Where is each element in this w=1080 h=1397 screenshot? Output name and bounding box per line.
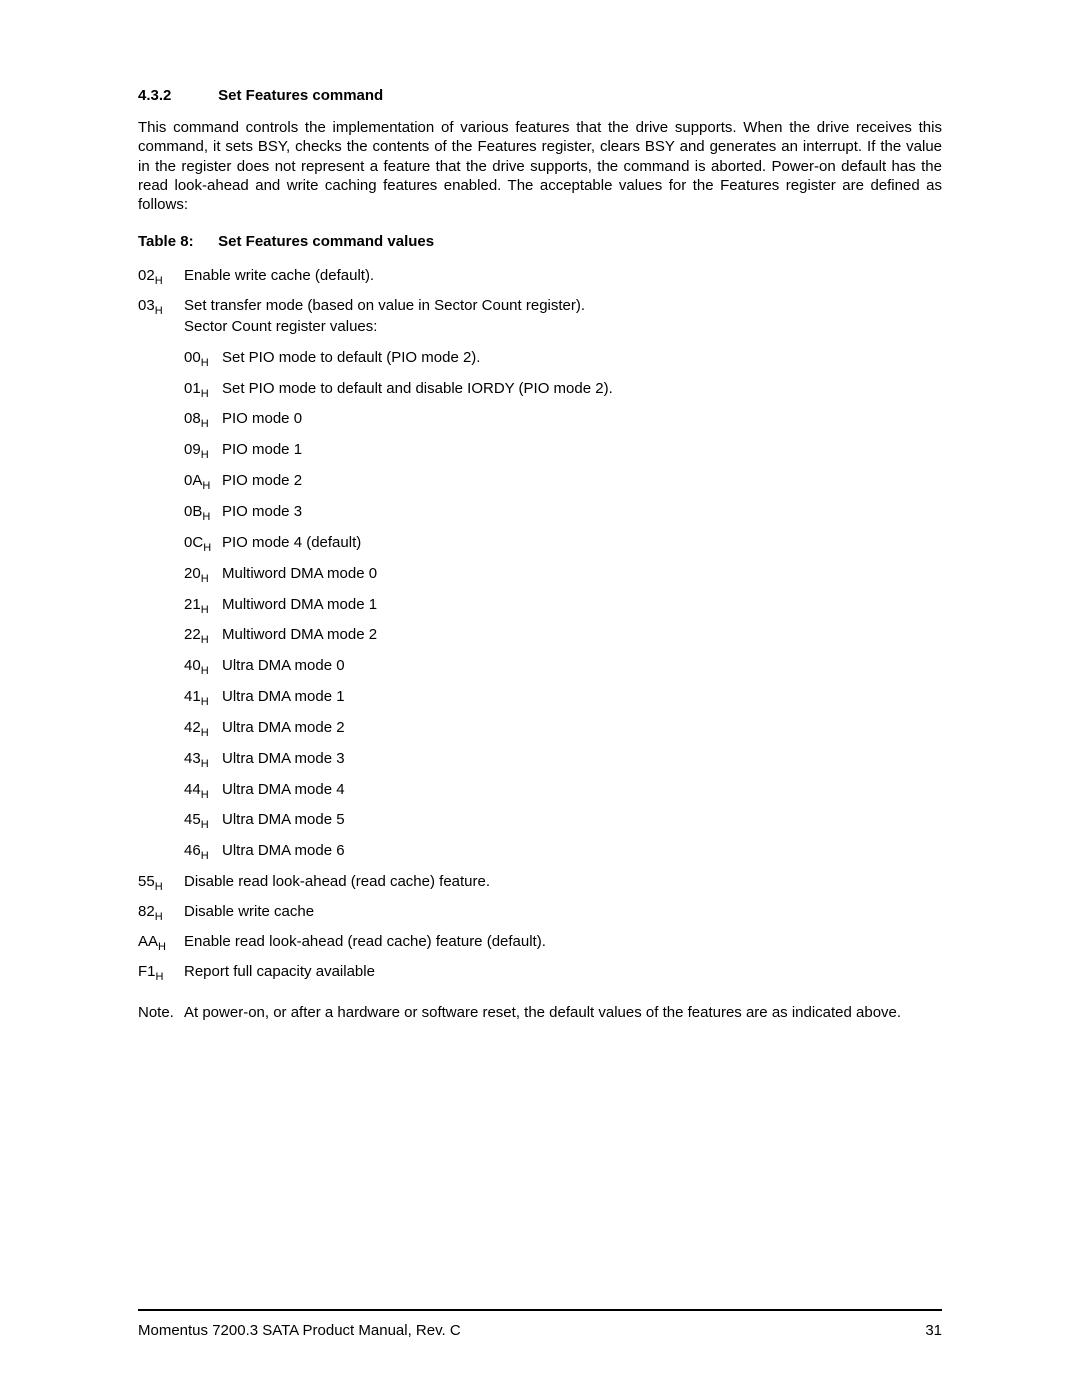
section-number: 4.3.2 (138, 86, 214, 106)
note-label: Note. (138, 1003, 184, 1023)
row-desc: Report full capacity available (184, 962, 942, 985)
subrow-code: 0CH (184, 533, 222, 556)
row-code: 55H (138, 872, 184, 895)
note-text: At power-on, or after a hardware or soft… (184, 1003, 942, 1023)
subrow-desc: Multiword DMA mode 2 (222, 625, 942, 648)
subrow-code: 46H (184, 841, 222, 864)
table-subrow: 42HUltra DMA mode 2 (184, 718, 942, 741)
subrow-code: 00H (184, 348, 222, 371)
subrow-desc: Set PIO mode to default and disable IORD… (222, 379, 942, 402)
table-subrow: 00HSet PIO mode to default (PIO mode 2). (184, 348, 942, 371)
subrow-desc: PIO mode 2 (222, 471, 942, 494)
table-subrow: 0AHPIO mode 2 (184, 471, 942, 494)
subrow-code: 09H (184, 440, 222, 463)
table-subrow: 0BHPIO mode 3 (184, 502, 942, 525)
subrow-desc: PIO mode 1 (222, 440, 942, 463)
table-subrow: 21HMultiword DMA mode 1 (184, 595, 942, 618)
table-subrow: 0CHPIO mode 4 (default) (184, 533, 942, 556)
table-row: F1HReport full capacity available (138, 962, 942, 985)
row-code: 02H (138, 266, 184, 289)
subrow-desc: PIO mode 0 (222, 409, 942, 432)
table-subrow: 08HPIO mode 0 (184, 409, 942, 432)
footer-left: Momentus 7200.3 SATA Product Manual, Rev… (138, 1321, 461, 1341)
subrow-desc: Ultra DMA mode 6 (222, 841, 942, 864)
table-subrow: 43HUltra DMA mode 3 (184, 749, 942, 772)
row-desc: Disable write cache (184, 902, 942, 925)
subrow-code: 0AH (184, 471, 222, 494)
table-subrow: 41HUltra DMA mode 1 (184, 687, 942, 710)
table-name: Set Features command values (218, 233, 434, 250)
table-subrow: 01HSet PIO mode to default and disable I… (184, 379, 942, 402)
subrow-desc: Multiword DMA mode 1 (222, 595, 942, 618)
table-subrow: 46HUltra DMA mode 6 (184, 841, 942, 864)
table-row: 03H Set transfer mode (based on value in… (138, 296, 942, 337)
table-subrow: 40HUltra DMA mode 0 (184, 656, 942, 679)
table-row: 82HDisable write cache (138, 902, 942, 925)
subrow-desc: Ultra DMA mode 0 (222, 656, 942, 679)
footer-page-number: 31 (925, 1321, 942, 1341)
subrow-desc: Ultra DMA mode 1 (222, 687, 942, 710)
subrow-code: 20H (184, 564, 222, 587)
subrow-code: 0BH (184, 502, 222, 525)
row-desc: Enable write cache (default). (184, 266, 942, 289)
table-subrow: 22HMultiword DMA mode 2 (184, 625, 942, 648)
subrow-desc: Ultra DMA mode 5 (222, 810, 942, 833)
row-code: F1H (138, 962, 184, 985)
subrow-code: 22H (184, 625, 222, 648)
subrow-desc: Ultra DMA mode 2 (222, 718, 942, 741)
table-row: 02H Enable write cache (default). (138, 266, 942, 289)
section-heading: 4.3.2 Set Features command (138, 86, 942, 106)
table-row: AAHEnable read look-ahead (read cache) f… (138, 932, 942, 955)
subrow-code: 45H (184, 810, 222, 833)
page-footer: Momentus 7200.3 SATA Product Manual, Rev… (138, 1309, 942, 1341)
subrow-desc: PIO mode 3 (222, 502, 942, 525)
subrow-desc: PIO mode 4 (default) (222, 533, 942, 556)
table-subrow: 45HUltra DMA mode 5 (184, 810, 942, 833)
subrow-code: 43H (184, 749, 222, 772)
row-desc: Enable read look-ahead (read cache) feat… (184, 932, 942, 955)
subrow-desc: Multiword DMA mode 0 (222, 564, 942, 587)
row-code: AAH (138, 932, 184, 955)
table-label: Table 8: (138, 232, 214, 252)
subrow-code: 42H (184, 718, 222, 741)
section-title: Set Features command (218, 87, 383, 104)
subrow-desc: Ultra DMA mode 3 (222, 749, 942, 772)
subrow-code: 01H (184, 379, 222, 402)
table-subrow: 09HPIO mode 1 (184, 440, 942, 463)
row-desc: Disable read look-ahead (read cache) fea… (184, 872, 942, 895)
note: Note. At power-on, or after a hardware o… (138, 1003, 942, 1023)
table-subrow: 44HUltra DMA mode 4 (184, 780, 942, 803)
subrow-code: 41H (184, 687, 222, 710)
row-code: 03H (138, 296, 184, 337)
subrow-desc: Ultra DMA mode 4 (222, 780, 942, 803)
subrow-code: 44H (184, 780, 222, 803)
row-code: 82H (138, 902, 184, 925)
subrow-code: 40H (184, 656, 222, 679)
table-subrow: 20HMultiword DMA mode 0 (184, 564, 942, 587)
subrow-code: 21H (184, 595, 222, 618)
row-desc: Set transfer mode (based on value in Sec… (184, 296, 942, 337)
intro-paragraph: This command controls the implementation… (138, 118, 942, 214)
subrow-desc: Set PIO mode to default (PIO mode 2). (222, 348, 942, 371)
table-row: 55HDisable read look-ahead (read cache) … (138, 872, 942, 895)
table-title: Table 8: Set Features command values (138, 232, 942, 252)
subrow-code: 08H (184, 409, 222, 432)
